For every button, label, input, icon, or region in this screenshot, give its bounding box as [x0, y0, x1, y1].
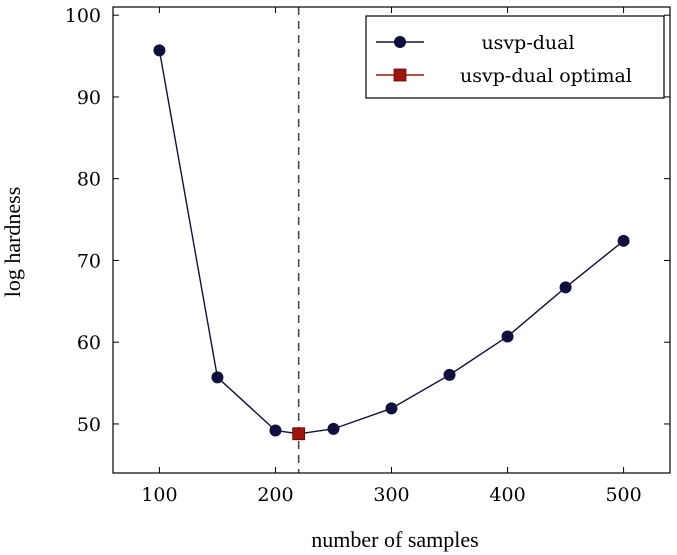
x-tick-label: 400 [489, 484, 525, 506]
series-line-usvp-dual [158, 50, 625, 435]
legend-marker-usvp-dual-optimal [393, 68, 407, 82]
legend-label-usvp-dual: usvp-dual [481, 32, 574, 54]
data-point-usvp-dual [153, 44, 166, 57]
y-tick-label: 60 [77, 332, 101, 354]
data-point-usvp-dual [617, 234, 630, 247]
y-tick-label: 50 [77, 414, 101, 436]
x-tick-label: 300 [373, 484, 409, 506]
y-tick-label: 70 [77, 250, 101, 272]
data-point-usvp-dual [269, 424, 282, 437]
data-point-usvp-dual [443, 368, 456, 381]
legend: usvp-dual usvp-dual optimal [365, 15, 665, 99]
data-point-usvp-dual [559, 281, 572, 294]
y-tick-label: 80 [77, 169, 101, 191]
x-tick-label: 500 [605, 484, 641, 506]
y-tick-label: 90 [77, 87, 101, 109]
legend-label-usvp-dual-optimal: usvp-dual optimal [460, 65, 632, 87]
legend-marker-usvp-dual [394, 36, 406, 48]
y-axis-label: log hardness [0, 187, 25, 298]
legend-box [365, 15, 665, 99]
data-point-usvp-dual [501, 330, 514, 343]
axes-layer: 100 200 300 400 500 50 60 70 80 90 100 [65, 5, 671, 506]
data-point-usvp-dual [327, 422, 340, 435]
plot-layer [153, 7, 630, 473]
x-tick-label: 200 [257, 484, 293, 506]
x-axis-label: number of samples [311, 527, 478, 552]
data-point-usvp-dual-optimal [292, 427, 306, 441]
data-point-usvp-dual [211, 371, 224, 384]
y-tick-label: 100 [65, 5, 101, 27]
data-point-usvp-dual [385, 402, 398, 415]
x-tick-label: 100 [141, 484, 177, 506]
